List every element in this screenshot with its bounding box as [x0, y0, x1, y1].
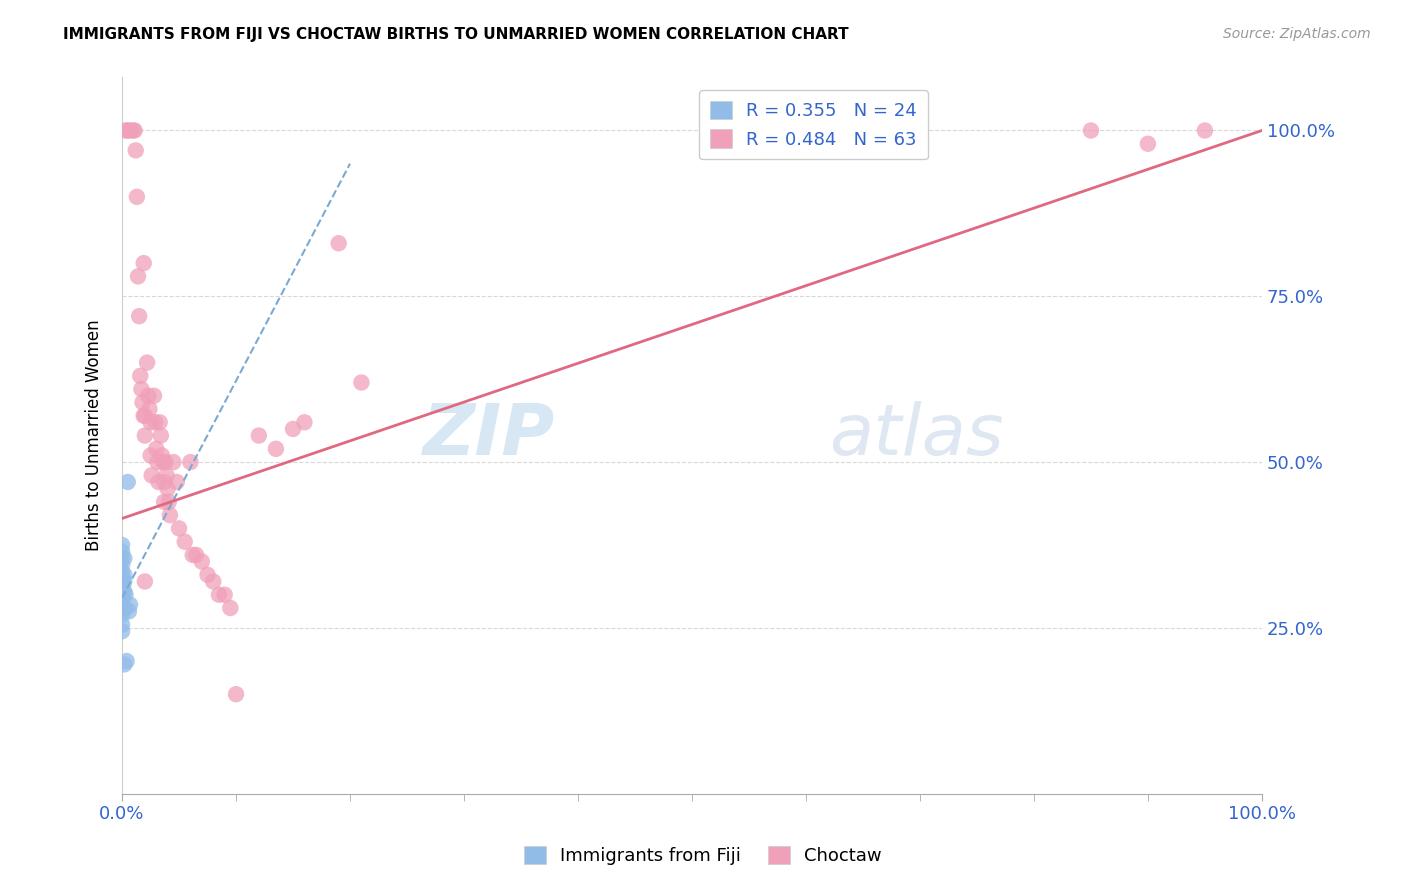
- Point: [167, 521, 190, 535]
- Point: [111, 617, 134, 632]
- Point: [738, 123, 761, 137]
- Point: [136, 389, 159, 403]
- Point: [149, 415, 172, 429]
- Point: [111, 601, 134, 615]
- Point: [114, 601, 136, 615]
- Point: [149, 428, 172, 442]
- Point: [179, 455, 201, 469]
- Point: [134, 409, 156, 423]
- Point: [111, 584, 134, 599]
- Point: [181, 548, 204, 562]
- Point: [247, 428, 270, 442]
- Point: [131, 395, 153, 409]
- Point: [139, 449, 162, 463]
- Point: [1080, 123, 1102, 137]
- Point: [145, 442, 167, 456]
- Point: [186, 548, 208, 562]
- Text: Source: ZipAtlas.com: Source: ZipAtlas.com: [1223, 27, 1371, 41]
- Point: [281, 422, 304, 436]
- Point: [173, 534, 195, 549]
- Point: [225, 687, 247, 701]
- Point: [264, 442, 287, 456]
- Text: IMMIGRANTS FROM FIJI VS CHOCTAW BIRTHS TO UNMARRIED WOMEN CORRELATION CHART: IMMIGRANTS FROM FIJI VS CHOCTAW BIRTHS T…: [63, 27, 849, 42]
- Point: [125, 190, 148, 204]
- Point: [112, 584, 135, 599]
- Point: [146, 455, 169, 469]
- Point: [150, 449, 173, 463]
- Point: [143, 415, 166, 429]
- Point: [125, 144, 148, 158]
- Point: [115, 654, 138, 668]
- Point: [132, 409, 155, 423]
- Point: [159, 508, 181, 523]
- Point: [141, 468, 163, 483]
- Point: [155, 468, 177, 483]
- Point: [134, 428, 156, 442]
- Point: [124, 123, 146, 137]
- Point: [153, 495, 176, 509]
- Point: [127, 269, 149, 284]
- Point: [1194, 123, 1216, 137]
- Y-axis label: Births to Unmarried Women: Births to Unmarried Women: [86, 319, 103, 551]
- Point: [112, 551, 135, 566]
- Point: [148, 475, 170, 489]
- Point: [111, 565, 134, 579]
- Point: [166, 475, 188, 489]
- Point: [111, 551, 134, 566]
- Point: [111, 607, 134, 622]
- Point: [117, 475, 139, 489]
- Point: [132, 256, 155, 270]
- Point: [111, 571, 134, 585]
- Point: [134, 574, 156, 589]
- Point: [118, 604, 141, 618]
- Point: [162, 455, 184, 469]
- Point: [111, 538, 134, 552]
- Point: [197, 567, 219, 582]
- Text: ZIP: ZIP: [423, 401, 555, 470]
- Point: [112, 567, 135, 582]
- Point: [131, 382, 153, 396]
- Point: [138, 402, 160, 417]
- Point: [214, 588, 236, 602]
- Point: [157, 495, 180, 509]
- Point: [122, 123, 145, 137]
- Point: [294, 415, 316, 429]
- Point: [114, 588, 136, 602]
- Point: [111, 591, 134, 605]
- Point: [328, 236, 350, 251]
- Text: atlas: atlas: [828, 401, 1004, 470]
- Point: [118, 598, 141, 612]
- Point: [155, 455, 177, 469]
- Point: [139, 415, 162, 429]
- Point: [852, 136, 875, 151]
- Legend: R = 0.355   N = 24, R = 0.484   N = 63: R = 0.355 N = 24, R = 0.484 N = 63: [700, 90, 928, 160]
- Point: [112, 574, 135, 589]
- Point: [128, 309, 150, 323]
- Point: [191, 555, 214, 569]
- Point: [112, 657, 135, 672]
- Legend: Immigrants from Fiji, Choctaw: Immigrants from Fiji, Choctaw: [517, 838, 889, 872]
- Point: [153, 475, 176, 489]
- Point: [114, 123, 136, 137]
- Point: [117, 123, 139, 137]
- Point: [350, 376, 373, 390]
- Point: [152, 455, 174, 469]
- Point: [111, 624, 134, 639]
- Point: [219, 601, 242, 615]
- Point: [111, 544, 134, 558]
- Point: [156, 482, 179, 496]
- Point: [129, 368, 152, 383]
- Point: [111, 558, 134, 572]
- Point: [143, 389, 166, 403]
- Point: [202, 574, 225, 589]
- Point: [1136, 136, 1159, 151]
- Point: [208, 588, 231, 602]
- Point: [111, 578, 134, 592]
- Point: [118, 123, 141, 137]
- Point: [136, 356, 159, 370]
